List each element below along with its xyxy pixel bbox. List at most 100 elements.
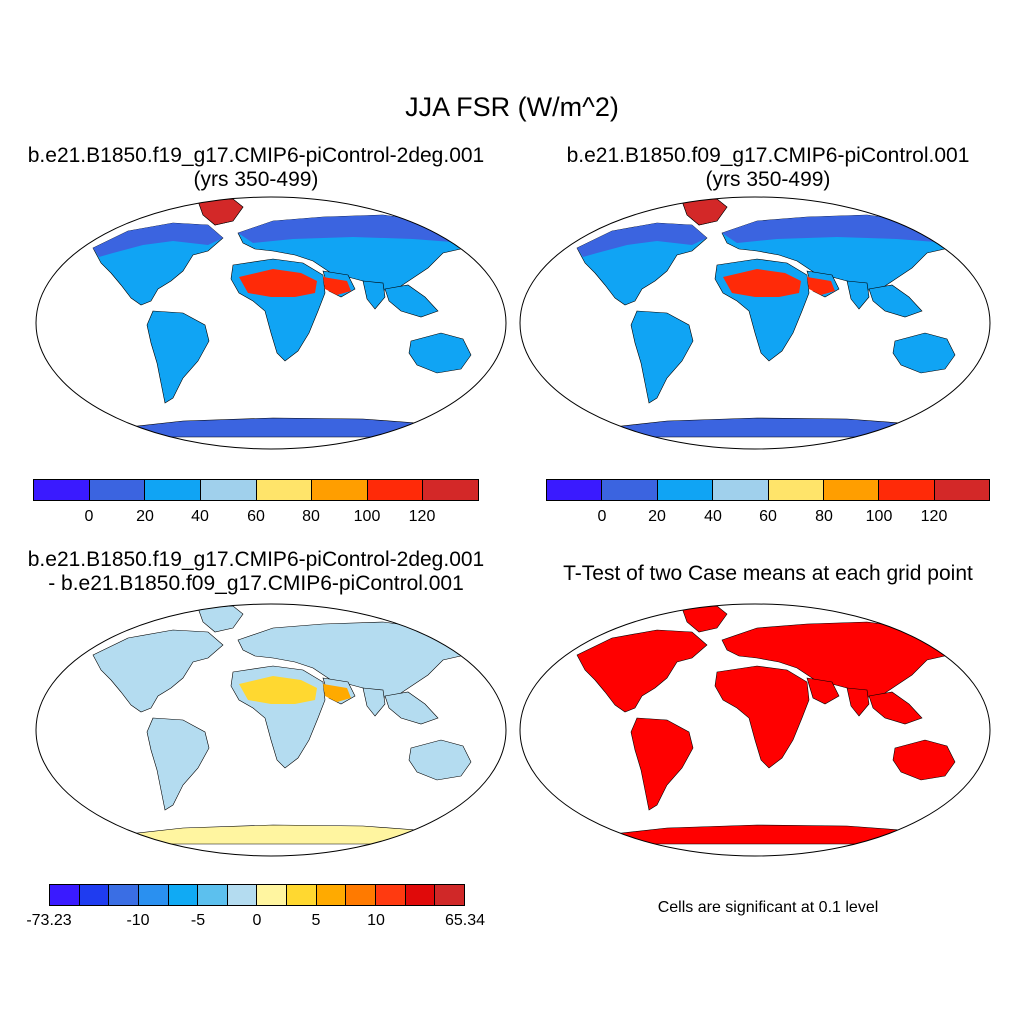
panel3-title-line1: b.e21.B1850.f19_g17.CMIP6-piControl-2deg… (27, 548, 485, 571)
panel4-title-line1: T-Test of two Case means at each grid po… (563, 562, 973, 585)
colorbar-difference-tick-5: 10 (367, 912, 385, 929)
colorbar-case1-swatch-0 (34, 480, 90, 500)
map-case2-land-south-america (630, 310, 694, 404)
map-difference-land-south-america (146, 717, 210, 811)
colorbar-case2-tick-3: 60 (759, 508, 777, 525)
colorbar-difference-tick-6: 65.34 (444, 912, 486, 929)
map-case1-land-south-america (146, 310, 210, 404)
panel1-title-line1: b.e21.B1850.f19_g17.CMIP6-piControl-2deg… (27, 144, 485, 167)
colorbar-case2-swatch-1 (602, 480, 658, 500)
map-difference-land-southeast-asia (384, 691, 439, 725)
colorbar-case2-swatch-7 (934, 480, 989, 500)
colorbar-case2-swatch-5 (823, 480, 880, 500)
panel1-title-line2: (yrs 350-499) (193, 168, 319, 191)
figure-title: JJA FSR (W/m^2) (405, 92, 619, 122)
colorbar-difference-swatch-8 (287, 885, 317, 905)
map-case2-land-australia (892, 332, 956, 374)
colorbar-difference-swatch-12 (405, 885, 436, 905)
significance-note: Cells are significant at 0.1 level (657, 899, 879, 916)
panel2-title: b.e21.B1850.f09_g17.CMIP6-piControl.001 … (512, 144, 1024, 192)
map-case1-land-australia (408, 332, 472, 374)
colorbar-case2-swatch-2 (657, 480, 714, 500)
colorbar-difference-swatch-6 (227, 885, 258, 905)
colorbar-difference-swatch-10 (346, 885, 377, 905)
map-difference-land-greenland (197, 605, 244, 633)
colorbar-case2-swatch-3 (713, 480, 769, 500)
map-case1-sahara-high-fsr (239, 269, 317, 297)
colorbar-case1-swatch-1 (89, 480, 146, 500)
colorbar-difference (49, 884, 465, 906)
map-case2-greenland-high-fsr (681, 198, 728, 226)
colorbar-case2-swatch-4 (768, 480, 824, 500)
panel3-title: b.e21.B1850.f19_g17.CMIP6-piControl-2deg… (0, 548, 512, 596)
colorbar-difference-swatch-4 (168, 885, 199, 905)
colorbar-case1-swatch-3 (200, 480, 257, 500)
colorbar-case1-swatch-6 (367, 480, 424, 500)
colorbar-difference-swatch-9 (316, 885, 347, 905)
map-ttest-land-greenland (681, 605, 728, 633)
map-case2-land-southeast-asia (868, 284, 923, 318)
colorbar-case2-swatch-6 (879, 480, 935, 500)
colorbar-difference-swatch-7 (257, 885, 288, 905)
colorbar-difference-swatch-11 (376, 885, 406, 905)
map-difference-sahara-positive-difference (239, 676, 317, 704)
map-case2 (519, 196, 991, 450)
map-ttest-land-africa (714, 665, 810, 769)
panel3-title-line2: - b.e21.B1850.f09_g17.CMIP6-piControl.00… (48, 572, 464, 595)
map-ttest (519, 603, 991, 857)
map-case1-land-southeast-asia (384, 284, 439, 318)
colorbar-difference-swatch-1 (79, 885, 110, 905)
colorbar-case2 (546, 479, 990, 501)
colorbar-difference-tick-1: -10 (126, 912, 150, 929)
colorbar-case1-swatch-4 (256, 480, 313, 500)
map-ttest-land-south-america (630, 717, 694, 811)
colorbar-case1-tick-0: 0 (84, 508, 94, 525)
map-ttest-land-north-america (576, 629, 708, 713)
map-case2-land-india (846, 280, 870, 310)
map-case1-greenland-high-fsr (197, 198, 244, 226)
colorbar-difference-swatch-0 (50, 885, 80, 905)
map-case1-land-india (362, 280, 386, 310)
map-ttest-map-border (519, 603, 991, 857)
map-ttest-land-southeast-asia (868, 691, 923, 725)
map-difference (35, 603, 507, 857)
colorbar-case1 (33, 479, 479, 501)
colorbar-difference-swatch-5 (198, 885, 228, 905)
colorbar-difference-tick-4: 5 (311, 912, 321, 929)
colorbar-difference-swatch-13 (435, 885, 464, 905)
colorbar-case1-swatch-5 (312, 480, 368, 500)
map-difference-land-north-america (92, 629, 224, 713)
panel4-title: T-Test of two Case means at each grid po… (512, 562, 1024, 586)
colorbar-case2-tick-0: 0 (597, 508, 607, 525)
map-difference-arabia-positive-difference (323, 684, 351, 702)
colorbar-case1-tick-4: 80 (302, 508, 320, 525)
colorbar-case1-swatch-7 (423, 480, 478, 500)
colorbar-case1-tick-5: 100 (353, 508, 381, 525)
colorbar-case1-tick-2: 40 (191, 508, 209, 525)
colorbar-case2-tick-1: 20 (648, 508, 666, 525)
colorbar-case2-tick-4: 80 (815, 508, 833, 525)
colorbar-difference-swatch-2 (109, 885, 139, 905)
map-difference-land-australia (408, 739, 472, 781)
colorbar-case2-swatch-0 (547, 480, 603, 500)
colorbar-difference-tick-0: -73.23 (26, 912, 72, 929)
map-case1-map-border (35, 196, 507, 450)
map-case1 (35, 196, 507, 450)
map-case2-high-latitude-band-north-america (577, 223, 707, 257)
panel2-title-line2: (yrs 350-499) (705, 168, 831, 191)
colorbar-case1-tick-6: 120 (408, 508, 436, 525)
colorbar-case2-tick-5: 100 (865, 508, 893, 525)
map-ttest-land-india (846, 687, 870, 717)
map-difference-map-border (35, 603, 507, 857)
map-case1-arabia-high-fsr (323, 277, 351, 295)
map-ttest-land-australia (892, 739, 956, 781)
colorbar-case1-tick-1: 20 (136, 508, 154, 525)
colorbar-difference-tick-3: 0 (252, 912, 262, 929)
panel2-title-line1: b.e21.B1850.f09_g17.CMIP6-piControl.001 (566, 144, 970, 167)
map-case2-sahara-high-fsr (723, 269, 801, 297)
map-case2-arabia-high-fsr (807, 277, 835, 295)
colorbar-case1-tick-3: 60 (247, 508, 265, 525)
map-case1-high-latitude-band-north-america (93, 223, 223, 257)
colorbar-case2-tick-6: 120 (920, 508, 948, 525)
map-case2-map-border (519, 196, 991, 450)
